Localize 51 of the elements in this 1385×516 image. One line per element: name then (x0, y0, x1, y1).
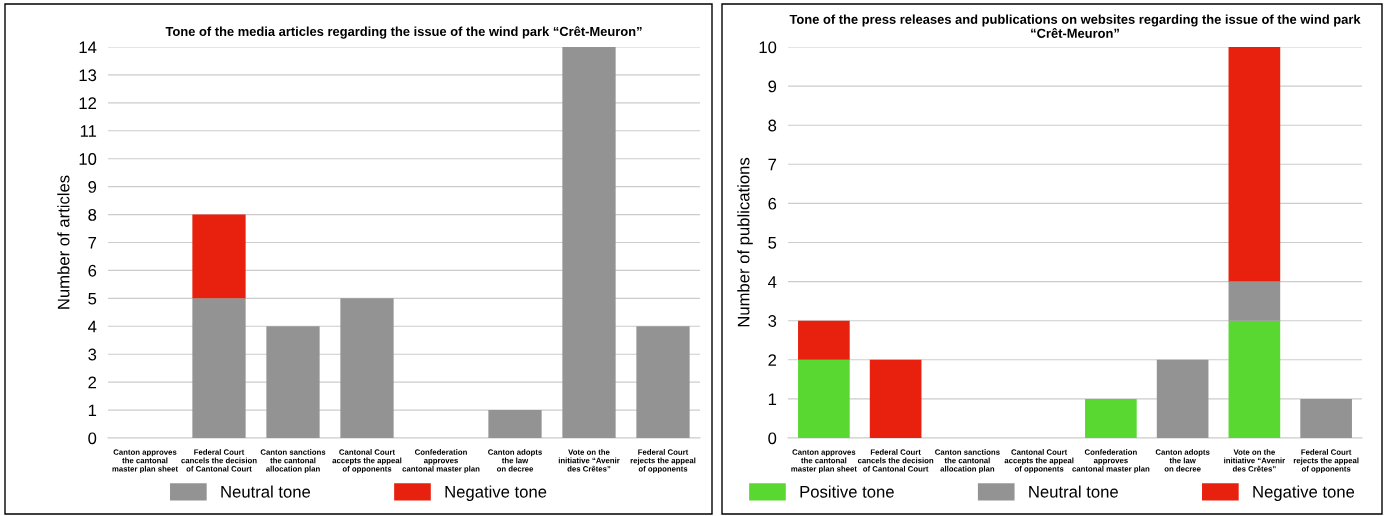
bar (1300, 398, 1352, 438)
bar (1156, 359, 1209, 438)
y-tick-label: 7 (88, 237, 97, 249)
y-tick-label: 9 (88, 181, 97, 193)
y-tick-label: 10 (79, 153, 97, 165)
y-tick-label: 0 (88, 432, 97, 445)
y-tick-label: 4 (768, 276, 777, 288)
y-tick-label: 12 (79, 97, 97, 109)
y-tick-label: 8 (88, 208, 97, 221)
y-tick-label: 5 (88, 292, 97, 305)
bar (798, 359, 850, 438)
y-tick-label: 3 (768, 315, 777, 327)
y-tick-label: 6 (88, 264, 97, 277)
y-tick-label: 10 (759, 41, 777, 54)
y-tick-label: 4 (88, 320, 97, 333)
legend-label: Negative tone (445, 485, 547, 501)
bar (266, 326, 320, 438)
bar (869, 359, 922, 438)
chart-title: Tone of the press releases and publications on websites regarding the issue of the wind park “Crêt-Meuron” (789, 14, 1361, 38)
bar (192, 298, 246, 438)
bar (192, 214, 246, 299)
legend-label: Positive tone (800, 485, 894, 498)
y-axis-title: Number of articles (57, 175, 70, 309)
y-tick-label: 1 (88, 404, 97, 417)
legend-label: Neutral tone (1029, 485, 1118, 498)
bar (562, 47, 616, 438)
y-tick-label: 13 (79, 69, 97, 82)
bar (340, 298, 394, 438)
bar (1228, 47, 1281, 282)
y-tick-label: 0 (768, 432, 777, 445)
legend-label: Neutral tone (221, 485, 311, 498)
bar (636, 326, 690, 438)
bar (798, 320, 850, 360)
y-tick-label: 7 (768, 158, 777, 171)
y-tick-label: 5 (768, 237, 777, 249)
bar (1228, 320, 1281, 438)
bar (1228, 281, 1281, 321)
y-tick-label: 8 (768, 119, 777, 132)
y-tick-label: 3 (88, 348, 97, 361)
y-tick-label: 2 (88, 376, 97, 389)
bar (488, 410, 542, 438)
y-axis-title: Number of publications (737, 157, 753, 327)
y-tick-label: 6 (768, 197, 777, 210)
bar (1085, 398, 1137, 438)
y-tick-label: 1 (768, 393, 777, 405)
y-tick-label: 11 (80, 125, 97, 137)
y-tick-label: 2 (768, 354, 777, 366)
y-tick-label: 9 (768, 80, 777, 93)
chart-title: Tone of the media articles regarding the issue of the wind park “Crêt-Meuron” (165, 26, 642, 39)
legend-label: Negative tone (1253, 485, 1355, 501)
y-tick-label: 14 (79, 41, 97, 54)
